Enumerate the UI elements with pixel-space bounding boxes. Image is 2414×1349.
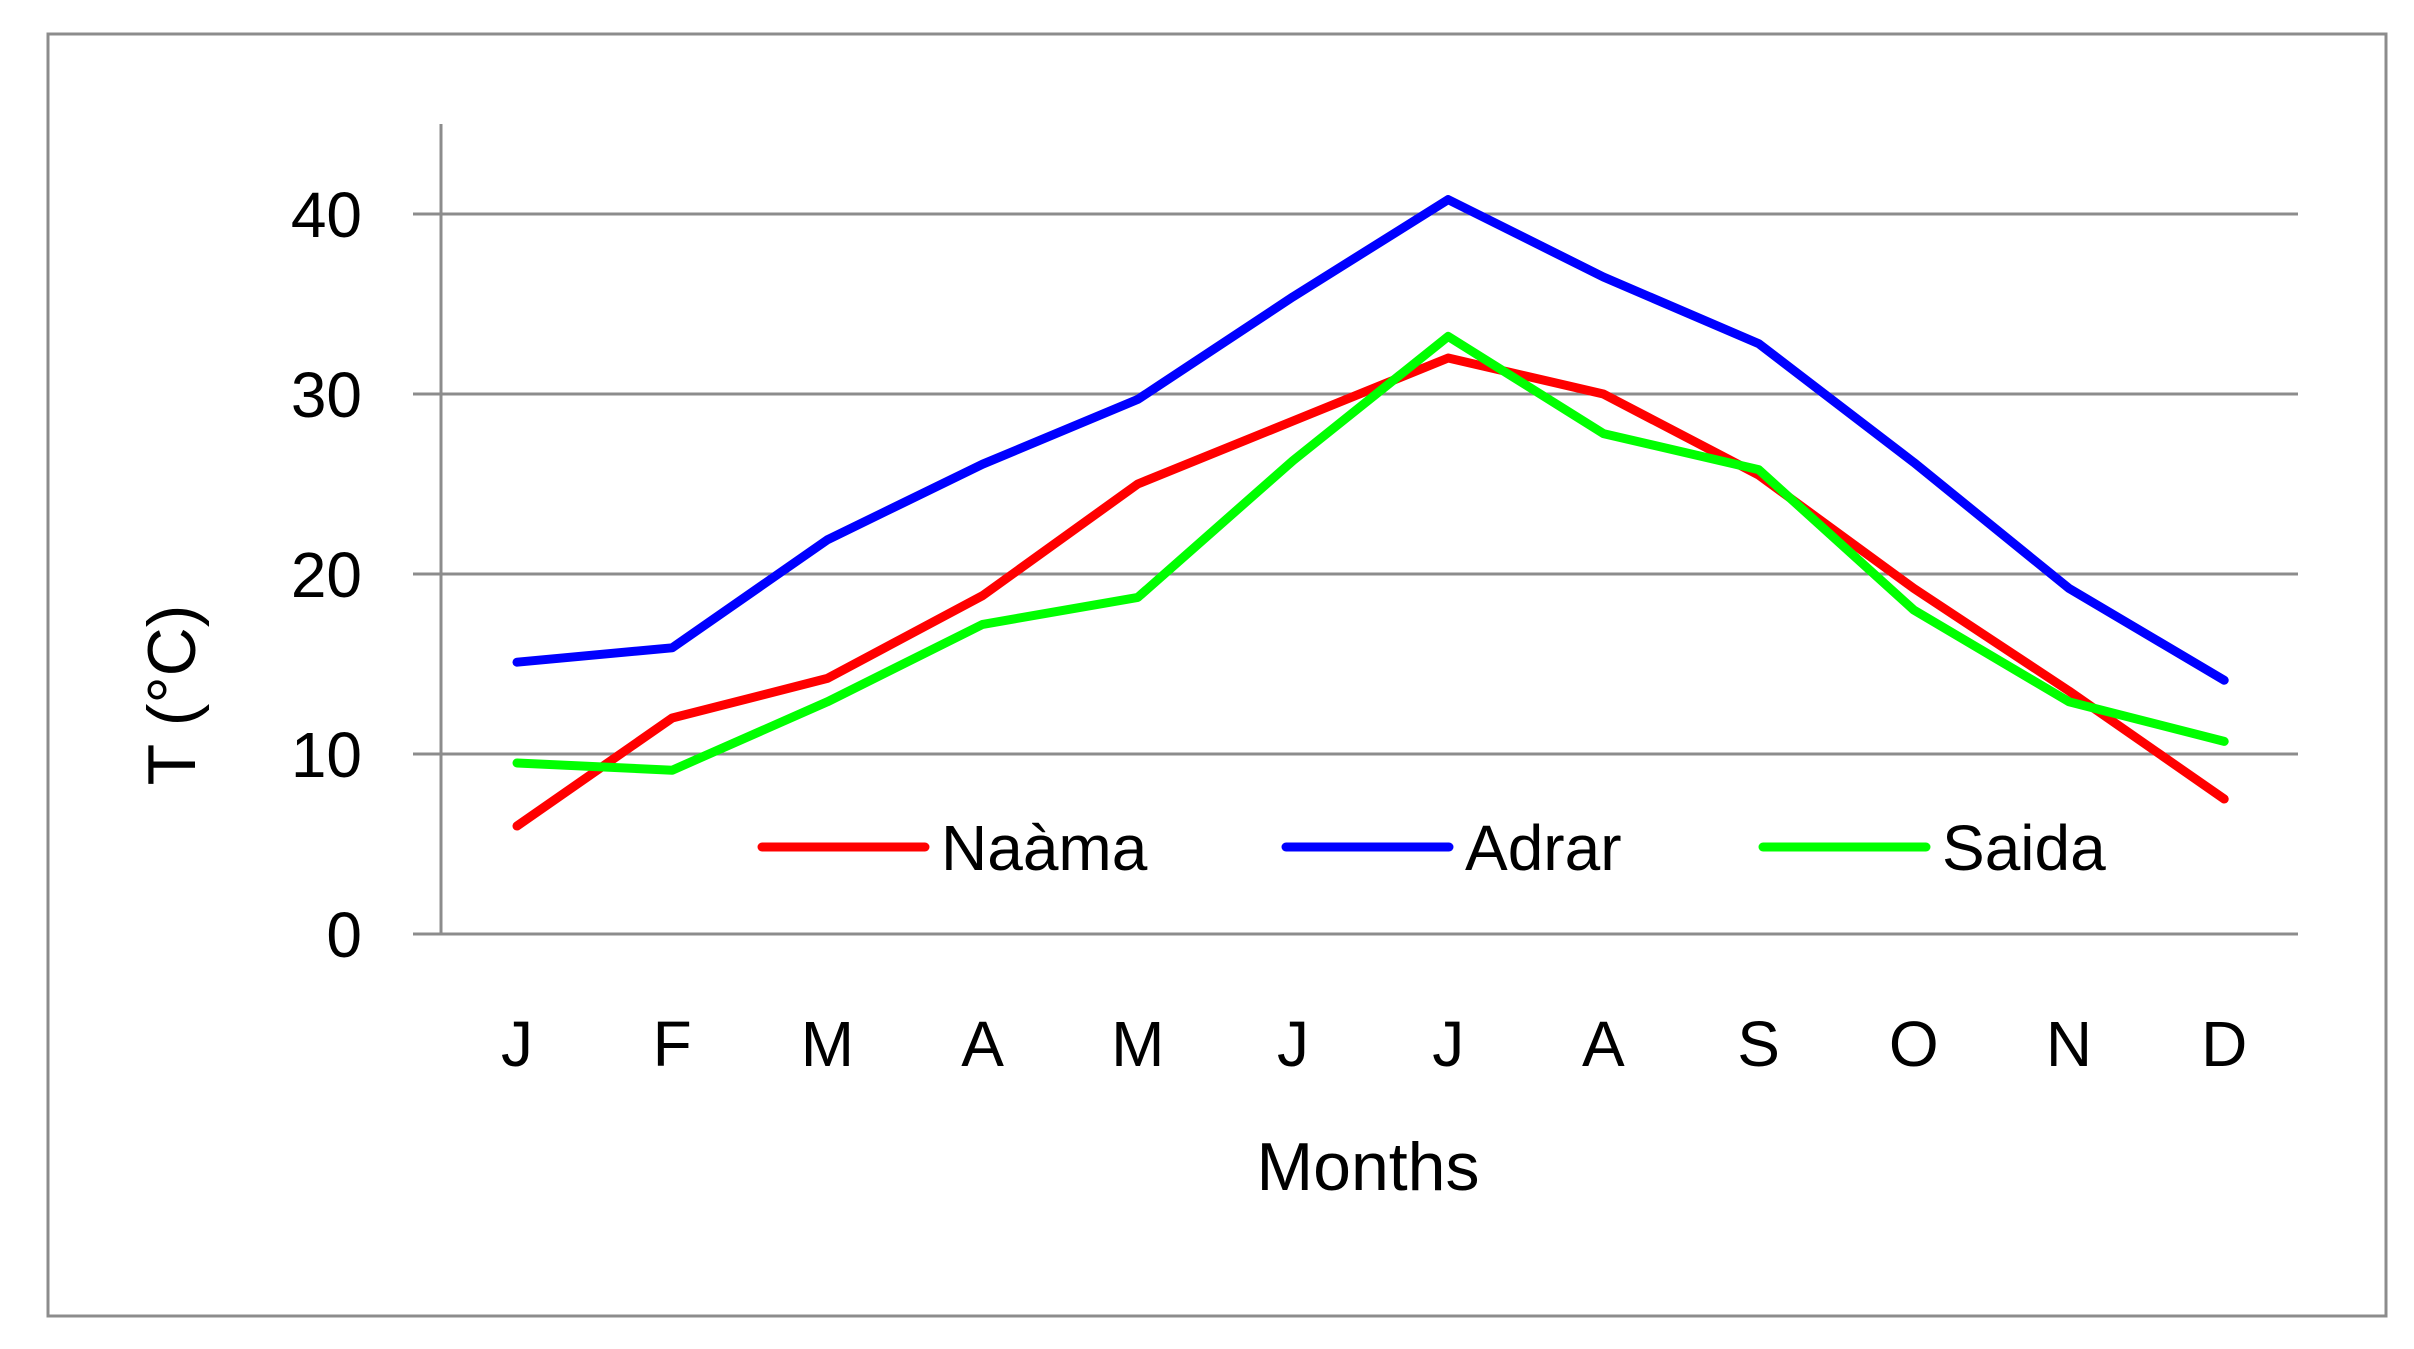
x-tick-label: F xyxy=(653,1008,692,1080)
x-tick-label: M xyxy=(1111,1008,1164,1080)
series-line-1 xyxy=(512,195,2229,685)
series-line-2 xyxy=(512,331,2229,775)
y-tick-labels: 0 10 20 30 40 xyxy=(291,179,362,971)
x-tick-label: A xyxy=(961,1008,1004,1080)
legend-label-0: Naàma xyxy=(941,812,1148,884)
y-tick-label: 30 xyxy=(291,359,362,431)
x-tick-label: J xyxy=(1432,1008,1464,1080)
y-axis-title: T (°C) xyxy=(134,605,210,786)
x-tick-label: D xyxy=(2201,1008,2247,1080)
x-tick-label: A xyxy=(1582,1008,1625,1080)
series-line-0 xyxy=(512,353,2229,831)
y-tick-label: 20 xyxy=(291,539,362,611)
chart-border xyxy=(46,32,2388,1318)
axes xyxy=(413,124,2298,936)
y-tick-label: 40 xyxy=(291,179,362,251)
legend-label-2: Saida xyxy=(1942,812,2106,884)
x-tick-label: S xyxy=(1737,1008,1780,1080)
series-lines xyxy=(512,195,2229,831)
x-tick-label: N xyxy=(2046,1008,2092,1080)
x-tick-label: O xyxy=(1889,1008,1939,1080)
y-tick-label: 0 xyxy=(326,899,362,971)
x-tick-label: J xyxy=(501,1008,533,1080)
x-tick-label: M xyxy=(801,1008,854,1080)
legend: Naàma Adrar Saida xyxy=(757,812,2106,884)
x-tick-label: J xyxy=(1277,1008,1309,1080)
y-tick-label: 10 xyxy=(291,719,362,791)
legend-label-1: Adrar xyxy=(1465,812,1622,884)
x-axis-title: Months xyxy=(1257,1129,1480,1205)
